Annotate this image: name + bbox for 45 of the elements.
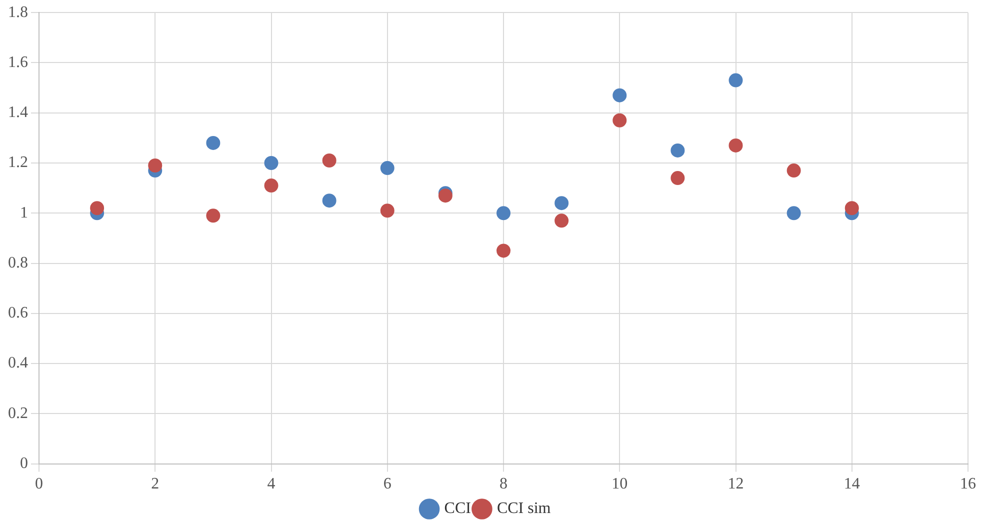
y-tick-label: 1.4 bbox=[8, 104, 28, 122]
point bbox=[612, 113, 627, 128]
point bbox=[554, 214, 569, 228]
y-tick-label: 0 bbox=[20, 455, 28, 472]
point bbox=[206, 136, 220, 150]
point bbox=[438, 188, 452, 203]
point bbox=[206, 208, 220, 223]
x-tick-label: 2 bbox=[151, 476, 160, 493]
y-tick-label: 0.8 bbox=[8, 254, 28, 272]
x-tick-label: 10 bbox=[612, 476, 628, 493]
point bbox=[844, 201, 859, 216]
point bbox=[670, 143, 685, 158]
point bbox=[380, 161, 394, 176]
point bbox=[380, 204, 394, 218]
y-tick-label: 0.2 bbox=[8, 404, 28, 422]
point bbox=[554, 196, 569, 210]
y-tick-label: 1 bbox=[20, 204, 28, 222]
point bbox=[496, 244, 510, 258]
y-tick-label: 0.6 bbox=[8, 304, 28, 322]
point bbox=[670, 171, 685, 186]
point bbox=[322, 153, 336, 168]
point bbox=[264, 156, 278, 170]
point bbox=[90, 201, 104, 216]
y-tick-label: 0.4 bbox=[8, 354, 28, 372]
point bbox=[148, 158, 162, 173]
y-tick-label: 1.6 bbox=[8, 54, 28, 71]
point bbox=[322, 194, 336, 208]
x-tick-label: 4 bbox=[267, 476, 276, 493]
legend-label: CCI sim bbox=[496, 500, 552, 518]
point bbox=[786, 164, 801, 178]
point bbox=[612, 88, 627, 102]
point bbox=[496, 206, 510, 220]
x-tick-label: 8 bbox=[500, 476, 508, 493]
y-tick-label: 1.8 bbox=[8, 4, 28, 21]
x-tick-label: 12 bbox=[728, 476, 744, 493]
point bbox=[264, 178, 278, 193]
x-tick-label: 14 bbox=[844, 476, 860, 493]
point bbox=[786, 206, 801, 220]
x-tick-label: 6 bbox=[383, 476, 392, 493]
point bbox=[728, 73, 743, 88]
legend-label: CCI bbox=[444, 500, 471, 518]
x-tick-label: 16 bbox=[960, 476, 976, 493]
point bbox=[728, 138, 743, 152]
y-tick-label: 1.2 bbox=[8, 154, 28, 172]
x-tick-label: 0 bbox=[35, 476, 43, 493]
